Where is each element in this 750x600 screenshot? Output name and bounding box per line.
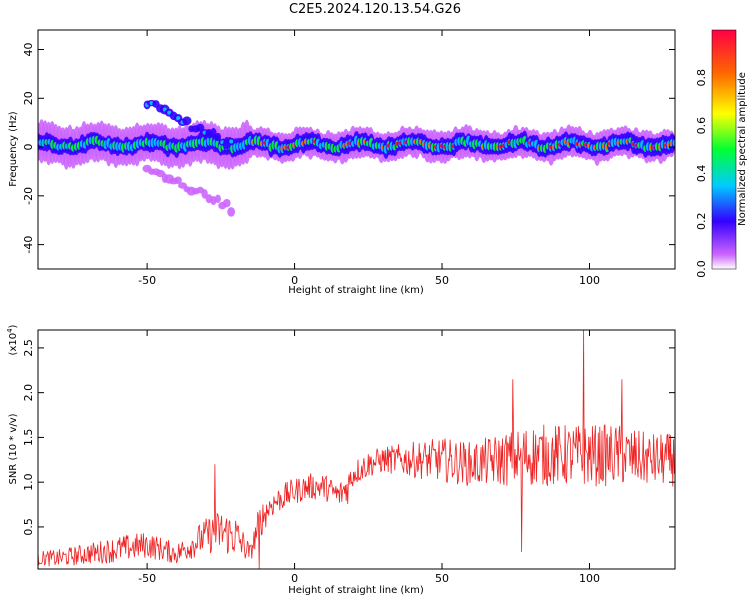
spectrogram-ylabel: Frequency (Hz) — [8, 111, 19, 187]
x-tick-label: 0 — [291, 572, 298, 585]
colorbar-tick-label: 0.6 — [695, 117, 708, 135]
upper-branch-core — [167, 110, 172, 115]
upper-branch-cell — [214, 132, 222, 142]
spectrogram-ticks: -50 0 50 100 -40 -20 0 20 40 — [22, 30, 675, 287]
colorbar-gradient — [711, 29, 737, 270]
lower-branch-cell — [214, 194, 221, 203]
upper-branch-cell — [182, 116, 192, 126]
upper-branch-core — [229, 139, 234, 144]
upper-branch-cell — [210, 128, 217, 138]
y-tick-label: 2.0 — [22, 384, 35, 402]
snr-scale-factor: (x104) — [6, 324, 19, 355]
colorbar-ticks: 0.0 0.2 0.4 0.6 0.8 — [695, 69, 708, 278]
colorbar-label: Normalized spectral amplitude — [737, 72, 748, 226]
scale-suffix: ) — [8, 324, 19, 328]
x-tick-label: 100 — [579, 572, 600, 585]
snr-series-line — [38, 330, 675, 569]
band-core-cell — [672, 139, 675, 147]
y-tick-label: 1.5 — [22, 429, 35, 447]
colorbar: 0.0 0.2 0.4 0.6 0.8 Normalized spectral ampl… — [695, 29, 748, 278]
x-tick-label: -50 — [138, 572, 156, 585]
y-tick-label: 20 — [22, 91, 35, 105]
x-tick-label: 0 — [291, 274, 298, 287]
lower-branch-cell — [174, 176, 182, 184]
lower-branch-cell — [222, 198, 231, 208]
x-tick-label: 50 — [435, 572, 449, 585]
y-tick-label: 1.0 — [22, 473, 35, 491]
colorbar-tick-label: 0.4 — [695, 165, 708, 183]
snr-background — [38, 330, 675, 569]
y-tick-label: 0 — [22, 144, 35, 151]
spectrogram-xlabel: Height of straight line (km) — [288, 285, 424, 296]
y-tick-label: -40 — [22, 236, 35, 254]
scale-prefix: (x10 — [8, 333, 19, 356]
snr-frame — [37, 329, 676, 570]
snr-ylabel: SNR (10 * v/v) — [8, 413, 19, 484]
spectrogram-frame — [37, 29, 676, 270]
spectrogram-panel: -50 0 50 100 -40 -20 0 20 40 Height of straight … — [8, 29, 676, 296]
y-tick-label: -20 — [22, 187, 35, 205]
snr-ticks: -50 0 50 100 0.5 1.0 1.5 2.0 2.5 — [22, 330, 675, 585]
y-tick-label: 2.5 — [22, 339, 35, 357]
y-tick-label: 40 — [22, 43, 35, 57]
x-tick-label: -50 — [138, 274, 156, 287]
x-tick-label: 100 — [579, 274, 600, 287]
lower-branch-cell — [227, 207, 236, 217]
upper-branch-core — [176, 116, 181, 121]
spectrogram-marks — [38, 99, 675, 217]
scale-exponent: 4 — [6, 328, 14, 333]
y-tick-label: 0.5 — [22, 518, 35, 536]
snr-panel: -50 0 50 100 0.5 1.0 1.5 2.0 2.5 Height of strai… — [6, 324, 676, 596]
snr-xlabel: Height of straight line (km) — [288, 585, 424, 596]
svg-text:(x104): (x104) — [6, 324, 19, 355]
colorbar-tick-label: 0.2 — [695, 212, 708, 230]
colorbar-tick-label: 0.0 — [695, 260, 708, 278]
x-tick-label: 50 — [435, 274, 449, 287]
colorbar-tick-label: 0.8 — [695, 69, 708, 87]
chart-title: C2E5.2024.120.13.54.G26 — [288, 2, 462, 17]
